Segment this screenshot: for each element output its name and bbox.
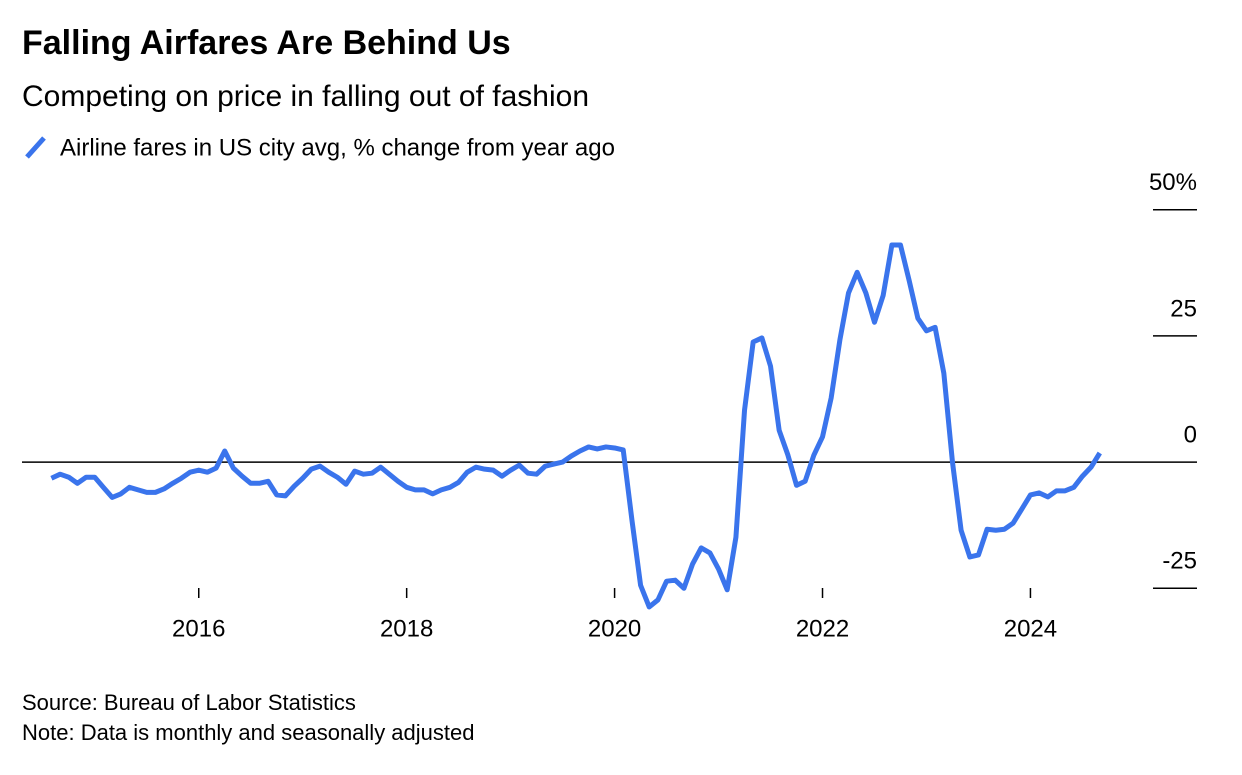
y-tick-label: -25 — [1162, 548, 1197, 575]
chart-title: Falling Airfares Are Behind Us — [22, 24, 511, 62]
x-tick-label: 2018 — [380, 615, 433, 642]
source: Source: Bureau of Labor Statistics — [22, 690, 356, 715]
x-tick-label: 2022 — [796, 615, 849, 642]
note: Note: Data is monthly and seasonally adj… — [22, 720, 474, 745]
y-tick-label: 50% — [1149, 169, 1197, 196]
legend-icon — [25, 136, 46, 159]
x-tick-label: 2020 — [588, 615, 641, 642]
y-tick-label: 0 — [1184, 421, 1197, 448]
x-tick-label: 2024 — [1004, 615, 1057, 642]
chart-subtitle: Competing on price in falling out of fas… — [22, 80, 589, 113]
x-tick-label: 2016 — [172, 615, 225, 642]
legend-label: Airline fares in US city avg, % change f… — [60, 134, 615, 161]
y-tick-label: 25 — [1170, 295, 1197, 322]
line — [50, 242, 1102, 610]
